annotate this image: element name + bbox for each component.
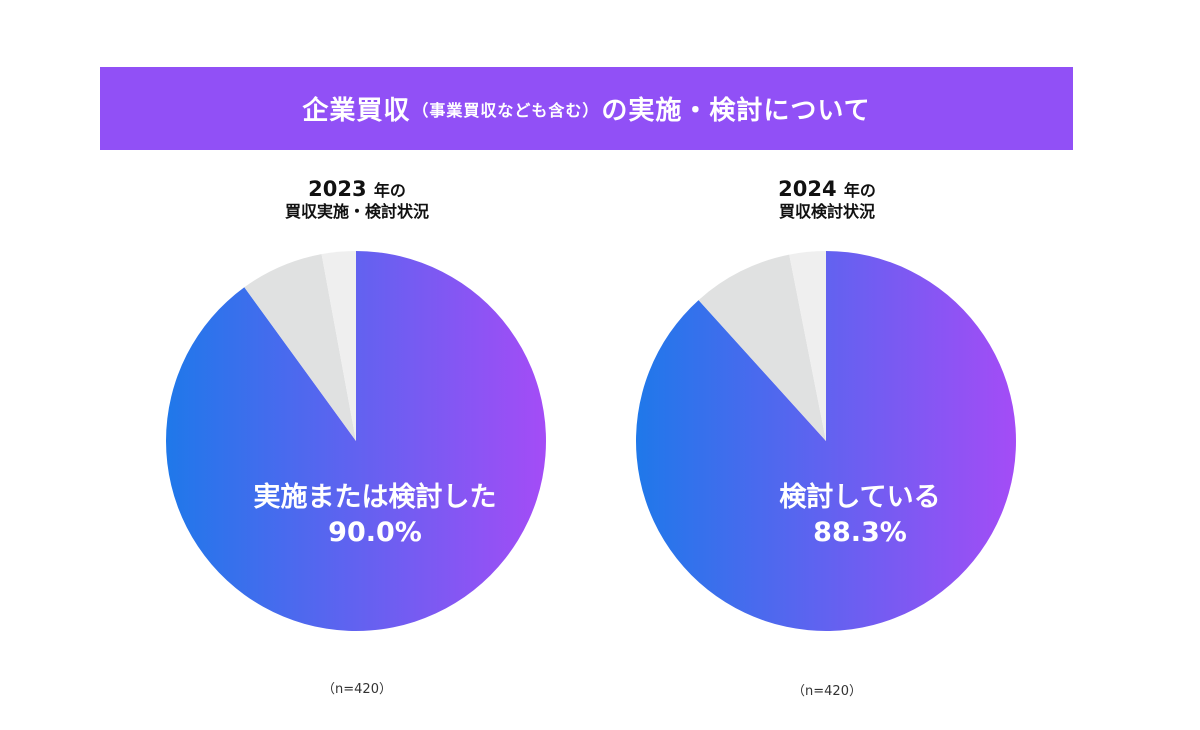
- pie-2023-slice-value: 90.0%: [328, 517, 422, 549]
- banner-title-paren: （事業買収なども含む）: [412, 100, 600, 120]
- chart-title-2023-subtitle: 買収実施・検討状況: [284, 202, 429, 222]
- chart-title-2024-year: 2024: [778, 177, 837, 201]
- chart-title-2023: 2023 年の 買収実施・検討状況: [207, 176, 507, 222]
- pie-2024-slice-label: 検討している: [779, 482, 941, 513]
- chart-title-2023-year: 2023: [308, 177, 367, 201]
- sample-size-2023: （n=420）: [322, 682, 392, 697]
- pie-2024-slice-1: [698, 254, 826, 441]
- title-banner: 企業買収 （事業買収なども含む） の実施・検討について: [100, 67, 1073, 150]
- pie-2023-slice-1: [244, 254, 356, 441]
- banner-title-rest: の実施・検討について: [601, 96, 871, 126]
- chart-title-2023-suffix: 年の: [373, 181, 406, 200]
- pie-2024-slice-2: [789, 251, 826, 441]
- pie-chart-2023: [165, 251, 546, 631]
- pie-chart-2024: [636, 251, 1016, 631]
- chart-title-2024: 2024 年の 買収検討状況: [677, 176, 977, 222]
- chart-title-2024-suffix: 年の: [843, 181, 876, 200]
- banner-title-main: 企業買収: [302, 96, 411, 126]
- sample-size-2024: （n=420）: [792, 684, 862, 699]
- pie-2024-main-label: 検討している 88.3%: [730, 480, 990, 550]
- pie-2024-slice-value: 88.3%: [813, 517, 907, 549]
- pie-2023-main-label: 実施または検討した 90.0%: [230, 480, 520, 550]
- pie-2023-slice-label: 実施または検討した: [253, 482, 497, 513]
- pie-2023-slice-2: [321, 251, 356, 441]
- chart-title-2024-subtitle: 買収検討状況: [778, 202, 875, 222]
- pie-2023-slice-0: [165, 251, 546, 631]
